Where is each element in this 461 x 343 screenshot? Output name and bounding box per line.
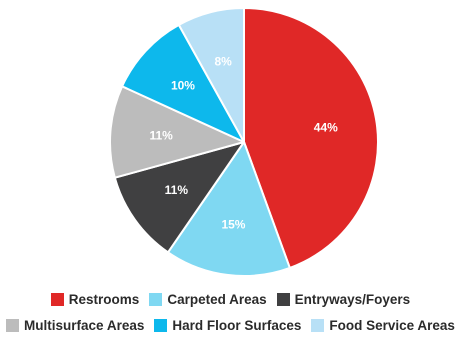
legend-row-2: Multisurface Areas Hard Floor Surfaces F… — [0, 318, 461, 333]
legend-item-entryways-foyers: Entryways/Foyers — [277, 292, 411, 307]
pie-chart: 44% 15% 11% 11% 10% 8% — [0, 0, 461, 286]
slice-value-label-restrooms: 44% — [314, 121, 338, 135]
legend-row-1: Restrooms Carpeted Areas Entryways/Foyer… — [0, 292, 461, 307]
slice-value-label-carpeted-areas: 15% — [221, 217, 245, 231]
slice-value-label-entryways-foyers: 11% — [165, 183, 189, 197]
legend-swatch-entryways-foyers — [277, 293, 290, 306]
legend-label-carpeted-areas: Carpeted Areas — [167, 292, 266, 307]
legend-item-hard-floor-surfaces: Hard Floor Surfaces — [154, 318, 301, 333]
slice-value-label-food-service-areas: 8% — [214, 55, 232, 69]
legend-item-carpeted-areas: Carpeted Areas — [149, 292, 266, 307]
legend-label-entryways-foyers: Entryways/Foyers — [295, 292, 411, 307]
slice-value-label-hard-floor-surfaces: 10% — [171, 79, 195, 93]
legend-label-hard-floor-surfaces: Hard Floor Surfaces — [172, 318, 301, 333]
legend-swatch-food-service-areas — [311, 319, 324, 332]
legend-label-restrooms: Restrooms — [69, 292, 140, 307]
legend-swatch-restrooms — [51, 293, 64, 306]
legend-item-multisurface-areas: Multisurface Areas — [6, 318, 144, 333]
slice-value-label-multisurface-areas: 11% — [150, 128, 174, 142]
legend-item-food-service-areas: Food Service Areas — [311, 318, 455, 333]
legend-swatch-multisurface-areas — [6, 319, 19, 332]
legend-label-food-service-areas: Food Service Areas — [329, 318, 455, 333]
legend-swatch-carpeted-areas — [149, 293, 162, 306]
legend-label-multisurface-areas: Multisurface Areas — [24, 318, 144, 333]
legend-item-restrooms: Restrooms — [51, 292, 140, 307]
legend-swatch-hard-floor-surfaces — [154, 319, 167, 332]
